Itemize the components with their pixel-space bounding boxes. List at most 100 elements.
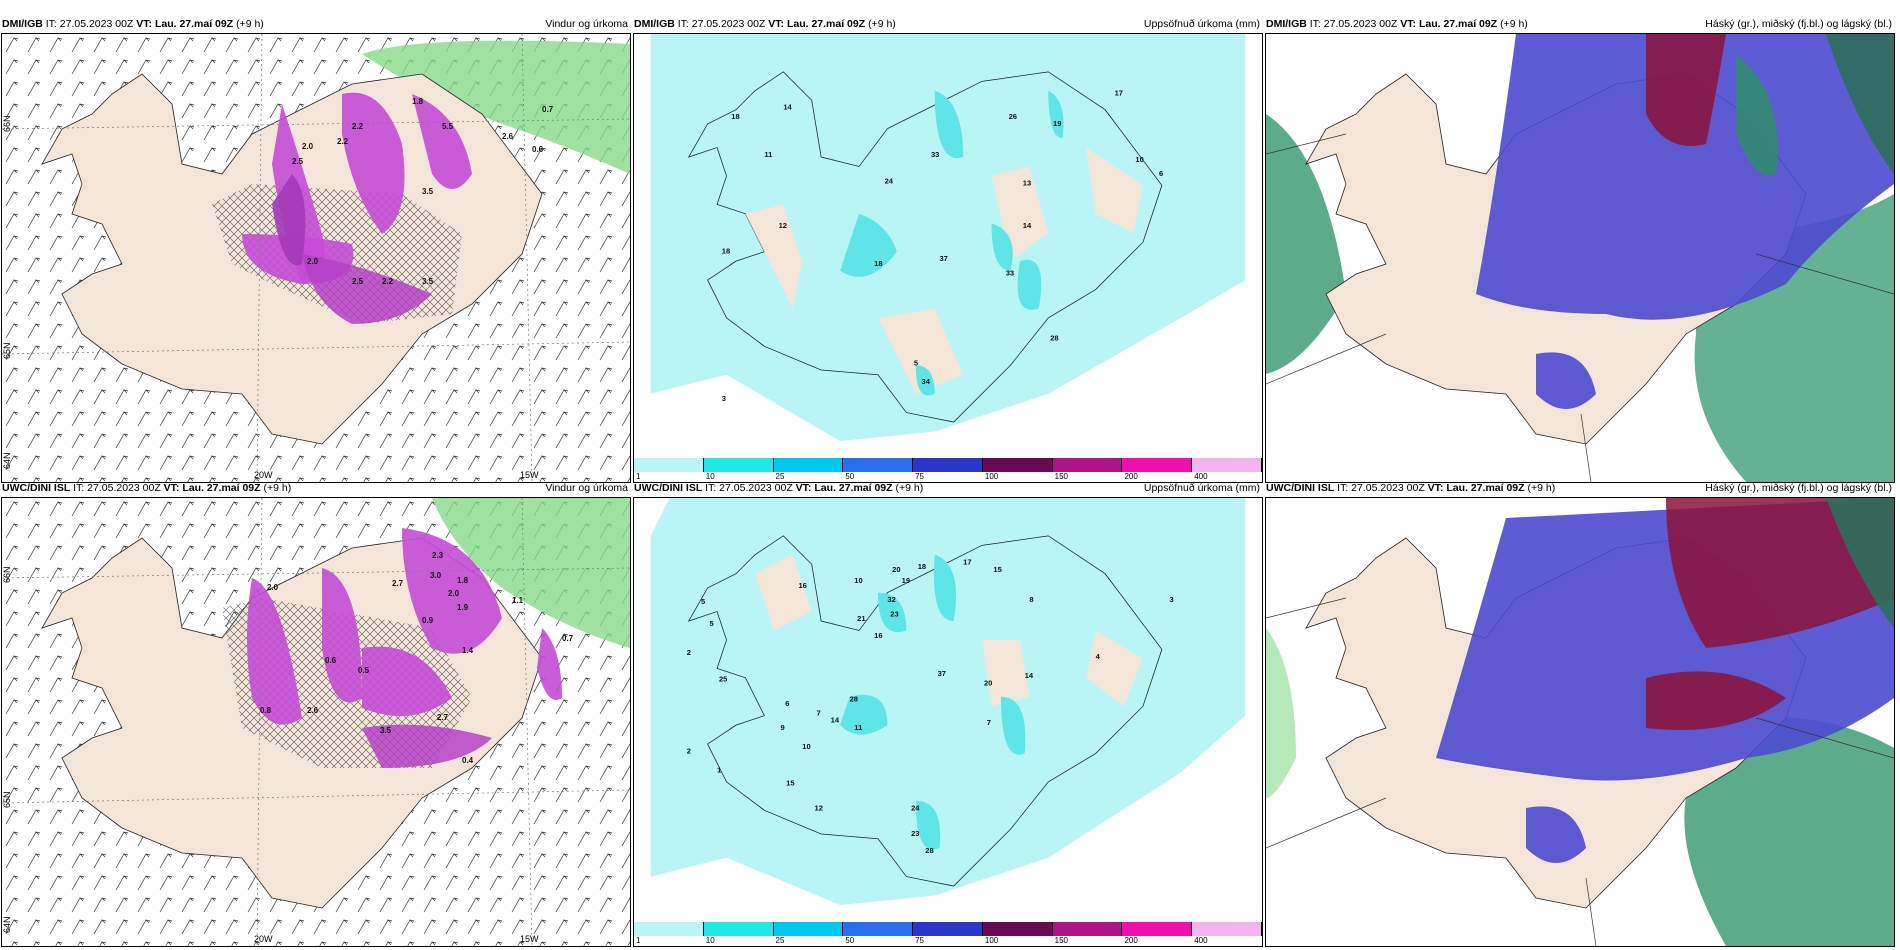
iceland-landmass: [687, 535, 1163, 887]
map-panel-wind-precip-dmi[interactable]: 20W 15W 66N 65N 64N 2.2 2.5 2.2 1.8 5.5 …: [1, 33, 631, 483]
colorbar-swatch: [634, 458, 704, 472]
accum-value: 2: [687, 747, 691, 756]
valid-time: Lau. 27.maí 09Z: [1446, 482, 1525, 494]
precip-value: 2.2: [337, 137, 349, 146]
accum-value: 14: [831, 715, 840, 724]
model-name: UWC/DINI ISL: [1266, 482, 1335, 494]
lead-time: (+9 h): [1500, 18, 1528, 30]
lat-label: 64N: [2, 452, 12, 469]
panel-header: DMI/IGB IT: 27.05.2023 00Z VT: Lau. 27.m…: [1, 16, 631, 32]
colorbar-tick: 100: [984, 472, 999, 481]
accum-value: 1: [717, 765, 721, 774]
colorbar-tick: 10: [705, 472, 715, 481]
valid-label: VT:: [136, 18, 153, 30]
field-title: Háský (gr.), miðský (fj.bl.) og lágský (…: [1705, 18, 1892, 30]
lon-label: 20W: [254, 934, 273, 944]
colorbar-swatch: [982, 922, 1053, 936]
precip-value: 2.0: [267, 583, 279, 592]
map-panel-accum-precip-uwc[interactable]: 5 5 2 16 10 20 18 19 17 15 8 14 32 21 23…: [633, 497, 1263, 947]
accum-value: 15: [993, 565, 1001, 574]
colorbar-tick: 200: [1124, 936, 1138, 945]
valid-time: Lau. 27.maí 09Z: [182, 482, 261, 494]
accum-value: 18: [731, 112, 739, 121]
accum-value: 25: [719, 675, 727, 684]
init-time: IT: 27.05.2023 00Z: [705, 482, 793, 494]
precip-value: 2.5: [292, 157, 304, 166]
valid-time: Lau. 27.maí 09Z: [786, 18, 866, 30]
lead-time: (+9 h): [895, 482, 924, 494]
precip-values: 2.0 2.3 3.0 1.8 2.0 1.9 2.7 1.4 0.9 2.6 …: [260, 551, 574, 765]
lead-time: (+9 h): [236, 18, 264, 30]
accum-value: 4: [1096, 652, 1101, 661]
accum-value: 12: [815, 803, 823, 812]
valid-time: Lau. 27.maí 09Z: [154, 18, 234, 30]
accum-value: 24: [911, 803, 920, 812]
lat-label: 66N: [2, 115, 12, 132]
accum-value: 8: [1029, 595, 1033, 604]
panel-header: UWC/DINI ISL IT: 27.05.2023 00Z VT: Lau.…: [1265, 480, 1895, 496]
model-name: DMI/IGB: [1266, 18, 1307, 30]
accum-precip-map: 14 18 11 12 18 24 33 26 19 17 10 6 13 14…: [650, 34, 1246, 441]
colorbar-tick: 1: [636, 936, 641, 945]
colorbar-tick: 1: [636, 472, 641, 481]
colorbar-swatch: [843, 458, 914, 472]
accum-value: 34: [922, 377, 931, 386]
accum-value: 17: [1115, 89, 1123, 98]
precip-value: 0.7: [562, 634, 574, 643]
lat-label: 65N: [2, 791, 12, 808]
accum-value: 11: [854, 723, 862, 732]
model-name: DMI/IGB: [2, 18, 43, 30]
accum-value: 12: [779, 221, 787, 230]
colorbar-tick: 50: [845, 472, 855, 481]
accum-precip-map: 5 5 2 16 10 20 18 19 17 15 8 14 32 21 23…: [650, 498, 1246, 905]
map-panel-clouds-dmi[interactable]: [1265, 33, 1895, 483]
precip-value: 0.6: [532, 145, 544, 154]
colorbar-tick: 25: [775, 936, 785, 945]
colorbar-tick: 10: [705, 936, 715, 945]
accum-value: 37: [939, 254, 947, 263]
lon-label: 20W: [254, 470, 273, 480]
colorbar-tick: 75: [915, 472, 925, 481]
map-panel-wind-precip-uwc[interactable]: 20W 15W 66N 65N 64N 2.0 2.3 3.0 1.8 2.0 …: [1, 497, 631, 947]
map-panel-accum-precip-dmi[interactable]: 14 18 11 12 18 24 33 26 19 17 10 6 13 14…: [633, 33, 1263, 483]
accum-value: 10: [802, 742, 810, 751]
precip-value: 1.4: [462, 646, 474, 655]
colorbar-swatch: [913, 458, 983, 472]
precip-value: 2.2: [382, 277, 394, 286]
panel-header: UWC/DINI ISL IT: 27.05.2023 00Z VT: Lau.…: [1, 480, 631, 496]
precip-value: 2.7: [392, 579, 404, 588]
accum-values: 14 18 11 12 18 24 33 26 19 17 10 6 13 14…: [722, 89, 1163, 404]
precip-values: 2.2 2.5 2.2 1.8 5.5 2.6 3.5 0.7 0.6 2.0 …: [292, 97, 554, 286]
accum-value: 6: [1159, 169, 1163, 178]
precip-value: 2.5: [352, 277, 364, 286]
precip-value: 2.0: [302, 142, 314, 151]
colorbar-swatch: [1192, 458, 1262, 472]
panel-header: UWC/DINI ISL IT: 27.05.2023 00Z VT: Lau.…: [633, 480, 1263, 496]
precip-value: 0.4: [462, 756, 474, 765]
model-name: UWC/DINI ISL: [634, 482, 703, 494]
accum-value: 21: [857, 614, 865, 623]
map-panel-clouds-uwc[interactable]: [1265, 497, 1895, 947]
cloud-map: [1266, 498, 1894, 946]
accum-value: 7: [816, 709, 820, 718]
valid-label: VT:: [1400, 18, 1417, 30]
valid-label: VT:: [163, 482, 180, 494]
precip-value: 1.9: [457, 603, 469, 612]
init-time: IT: 27.05.2023 00Z: [73, 482, 161, 494]
precip-value: 2.2: [352, 122, 364, 131]
lead-time: (+9 h): [263, 482, 292, 494]
iceland-landmass: [687, 71, 1163, 423]
precip-value: 1.1: [512, 596, 524, 605]
precip-value: 0.6: [325, 656, 337, 665]
colorbar-swatch: [843, 922, 914, 936]
lat-label: 64N: [2, 916, 12, 933]
valid-label: VT:: [1427, 482, 1444, 494]
accum-value: 28: [1050, 334, 1058, 343]
wind-precip-map: 20W 15W 66N 65N 64N 2.0 2.3 3.0 1.8 2.0 …: [2, 498, 630, 946]
colorbar-swatch: [773, 922, 844, 936]
valid-time: Lau. 27.maí 09Z: [1418, 18, 1498, 30]
precip-value: 2.0: [307, 257, 319, 266]
precip-value: 0.8: [260, 706, 272, 715]
valid-time: Lau. 27.maí 09Z: [814, 482, 893, 494]
accum-value: 6: [785, 699, 789, 708]
